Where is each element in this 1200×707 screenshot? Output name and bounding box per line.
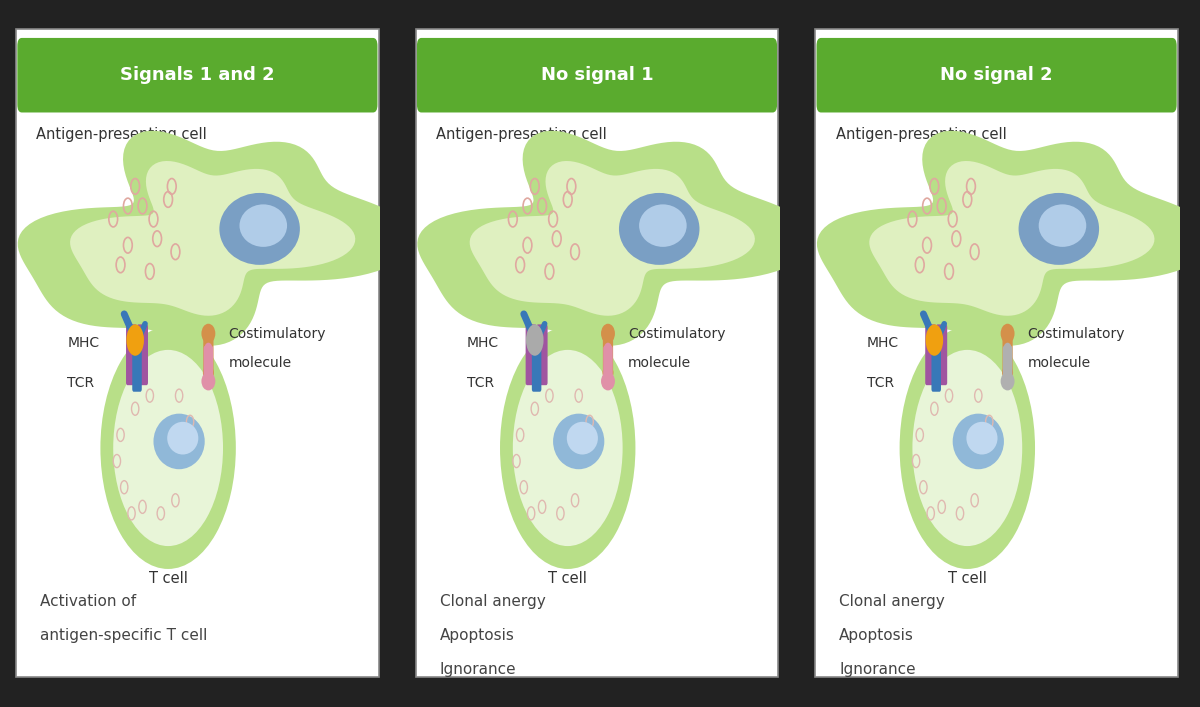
- Polygon shape: [817, 131, 1200, 346]
- Text: Clonal anergy: Clonal anergy: [839, 594, 944, 609]
- Text: Costimulatory: Costimulatory: [1027, 327, 1126, 341]
- Text: Apoptosis: Apoptosis: [439, 628, 515, 643]
- Ellipse shape: [240, 204, 287, 247]
- Ellipse shape: [566, 422, 598, 455]
- FancyBboxPatch shape: [604, 346, 613, 384]
- Text: Costimulatory: Costimulatory: [628, 327, 726, 341]
- Text: Signals 1 and 2: Signals 1 and 2: [120, 66, 275, 84]
- Ellipse shape: [640, 204, 686, 247]
- Ellipse shape: [154, 414, 205, 469]
- Ellipse shape: [553, 414, 605, 469]
- Polygon shape: [469, 161, 755, 316]
- Polygon shape: [70, 161, 355, 316]
- Polygon shape: [18, 131, 414, 346]
- Text: molecule: molecule: [628, 356, 691, 370]
- Circle shape: [101, 327, 236, 569]
- Circle shape: [500, 327, 636, 569]
- Ellipse shape: [1001, 372, 1014, 390]
- FancyBboxPatch shape: [526, 325, 536, 385]
- Ellipse shape: [167, 422, 198, 455]
- Ellipse shape: [953, 414, 1004, 469]
- FancyBboxPatch shape: [1003, 346, 1013, 384]
- Ellipse shape: [203, 366, 214, 380]
- Circle shape: [925, 325, 943, 356]
- Text: Clonal anergy: Clonal anergy: [439, 594, 545, 609]
- Polygon shape: [869, 161, 1154, 316]
- FancyBboxPatch shape: [1002, 331, 1013, 375]
- FancyBboxPatch shape: [925, 325, 936, 385]
- FancyBboxPatch shape: [416, 30, 778, 677]
- Ellipse shape: [602, 366, 613, 380]
- Ellipse shape: [601, 324, 614, 344]
- FancyBboxPatch shape: [532, 341, 541, 392]
- FancyBboxPatch shape: [602, 331, 613, 375]
- Circle shape: [512, 350, 623, 546]
- FancyBboxPatch shape: [17, 30, 378, 677]
- FancyBboxPatch shape: [204, 346, 214, 384]
- FancyBboxPatch shape: [936, 325, 947, 385]
- Text: T cell: T cell: [948, 571, 986, 586]
- Text: TCR: TCR: [866, 375, 894, 390]
- Ellipse shape: [1039, 204, 1086, 247]
- Text: MHC: MHC: [467, 337, 499, 351]
- FancyBboxPatch shape: [816, 30, 1177, 677]
- FancyBboxPatch shape: [816, 38, 1177, 112]
- Ellipse shape: [601, 372, 614, 390]
- Text: No signal 2: No signal 2: [941, 66, 1052, 84]
- Text: T cell: T cell: [149, 571, 187, 586]
- Circle shape: [113, 350, 223, 546]
- Ellipse shape: [966, 422, 997, 455]
- Text: Ignorance: Ignorance: [839, 662, 916, 677]
- Ellipse shape: [604, 343, 612, 354]
- FancyBboxPatch shape: [137, 325, 148, 385]
- Circle shape: [526, 325, 544, 356]
- Text: Antigen-presenting cell: Antigen-presenting cell: [835, 127, 1007, 141]
- Circle shape: [900, 327, 1036, 569]
- Circle shape: [126, 325, 144, 356]
- Ellipse shape: [220, 193, 300, 265]
- FancyBboxPatch shape: [17, 38, 378, 112]
- Ellipse shape: [619, 193, 700, 265]
- FancyBboxPatch shape: [931, 341, 941, 392]
- FancyBboxPatch shape: [132, 341, 142, 392]
- Ellipse shape: [1003, 343, 1012, 354]
- Circle shape: [912, 350, 1022, 546]
- Text: TCR: TCR: [467, 375, 494, 390]
- FancyBboxPatch shape: [536, 325, 547, 385]
- Ellipse shape: [204, 343, 212, 354]
- Text: No signal 1: No signal 1: [541, 66, 653, 84]
- Ellipse shape: [1002, 366, 1013, 380]
- Ellipse shape: [1019, 193, 1099, 265]
- FancyBboxPatch shape: [203, 331, 214, 375]
- Text: Apoptosis: Apoptosis: [839, 628, 914, 643]
- Ellipse shape: [1001, 324, 1014, 344]
- Text: molecule: molecule: [1027, 356, 1091, 370]
- Text: T cell: T cell: [548, 571, 587, 586]
- Ellipse shape: [202, 324, 215, 344]
- Text: molecule: molecule: [228, 356, 292, 370]
- Text: Activation of: Activation of: [40, 594, 136, 609]
- Text: Antigen-presenting cell: Antigen-presenting cell: [436, 127, 607, 141]
- Text: Antigen-presenting cell: Antigen-presenting cell: [36, 127, 208, 141]
- FancyBboxPatch shape: [126, 325, 137, 385]
- Text: MHC: MHC: [67, 337, 100, 351]
- Text: MHC: MHC: [866, 337, 899, 351]
- Polygon shape: [418, 131, 814, 346]
- Ellipse shape: [202, 372, 215, 390]
- Text: antigen-specific T cell: antigen-specific T cell: [40, 628, 208, 643]
- FancyBboxPatch shape: [416, 38, 778, 112]
- Text: Ignorance: Ignorance: [439, 662, 516, 677]
- Text: TCR: TCR: [67, 375, 95, 390]
- Text: Costimulatory: Costimulatory: [228, 327, 326, 341]
